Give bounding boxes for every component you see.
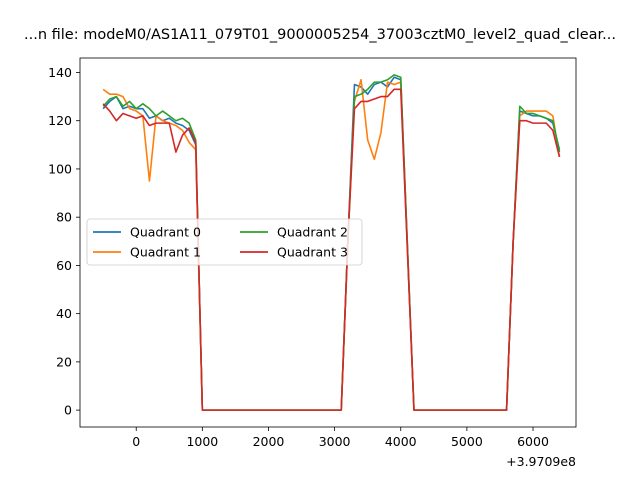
y-tick-label: 100	[48, 161, 72, 176]
x-axis: 0 1000 2000 3000 4000 5000 6000	[132, 427, 549, 449]
x-tick-label: 3000	[319, 434, 351, 449]
y-tick-label: 120	[48, 113, 72, 128]
x-tick-label: 4000	[385, 434, 417, 449]
x-axis-offset-label: +3.9709e8	[506, 454, 576, 469]
legend-label-quadrant-2: Quadrant 2	[277, 225, 348, 240]
x-tick-label: 5000	[451, 434, 483, 449]
series-line-quadrant-3	[102, 88, 561, 411]
legend-label-quadrant-3: Quadrant 3	[277, 245, 348, 260]
y-tick-label: 140	[48, 65, 72, 80]
x-tick-label: 1000	[186, 434, 218, 449]
y-axis: 0 20 40 60 80 100 120 140	[48, 65, 80, 418]
plot-area	[102, 74, 561, 411]
legend-label-quadrant-0: Quadrant 0	[130, 225, 201, 240]
y-tick-label: 80	[56, 210, 72, 225]
chart-title: ...n file: modeM0/AS1A11_079T01_90000052…	[24, 27, 616, 43]
x-tick-label: 0	[132, 434, 140, 449]
y-tick-label: 60	[56, 258, 72, 273]
axes-frame	[79, 57, 577, 428]
x-tick-label: 2000	[253, 434, 285, 449]
y-tick-label: 40	[56, 306, 72, 321]
legend-frame	[86, 218, 363, 266]
x-tick-label: 6000	[517, 434, 549, 449]
legend-label-quadrant-1: Quadrant 1	[130, 245, 201, 260]
legend: Quadrant 0 Quadrant 1 Quadrant 2 Quadrant 3	[86, 218, 363, 266]
y-tick-label: 0	[64, 403, 72, 418]
y-tick-label: 20	[56, 354, 72, 369]
